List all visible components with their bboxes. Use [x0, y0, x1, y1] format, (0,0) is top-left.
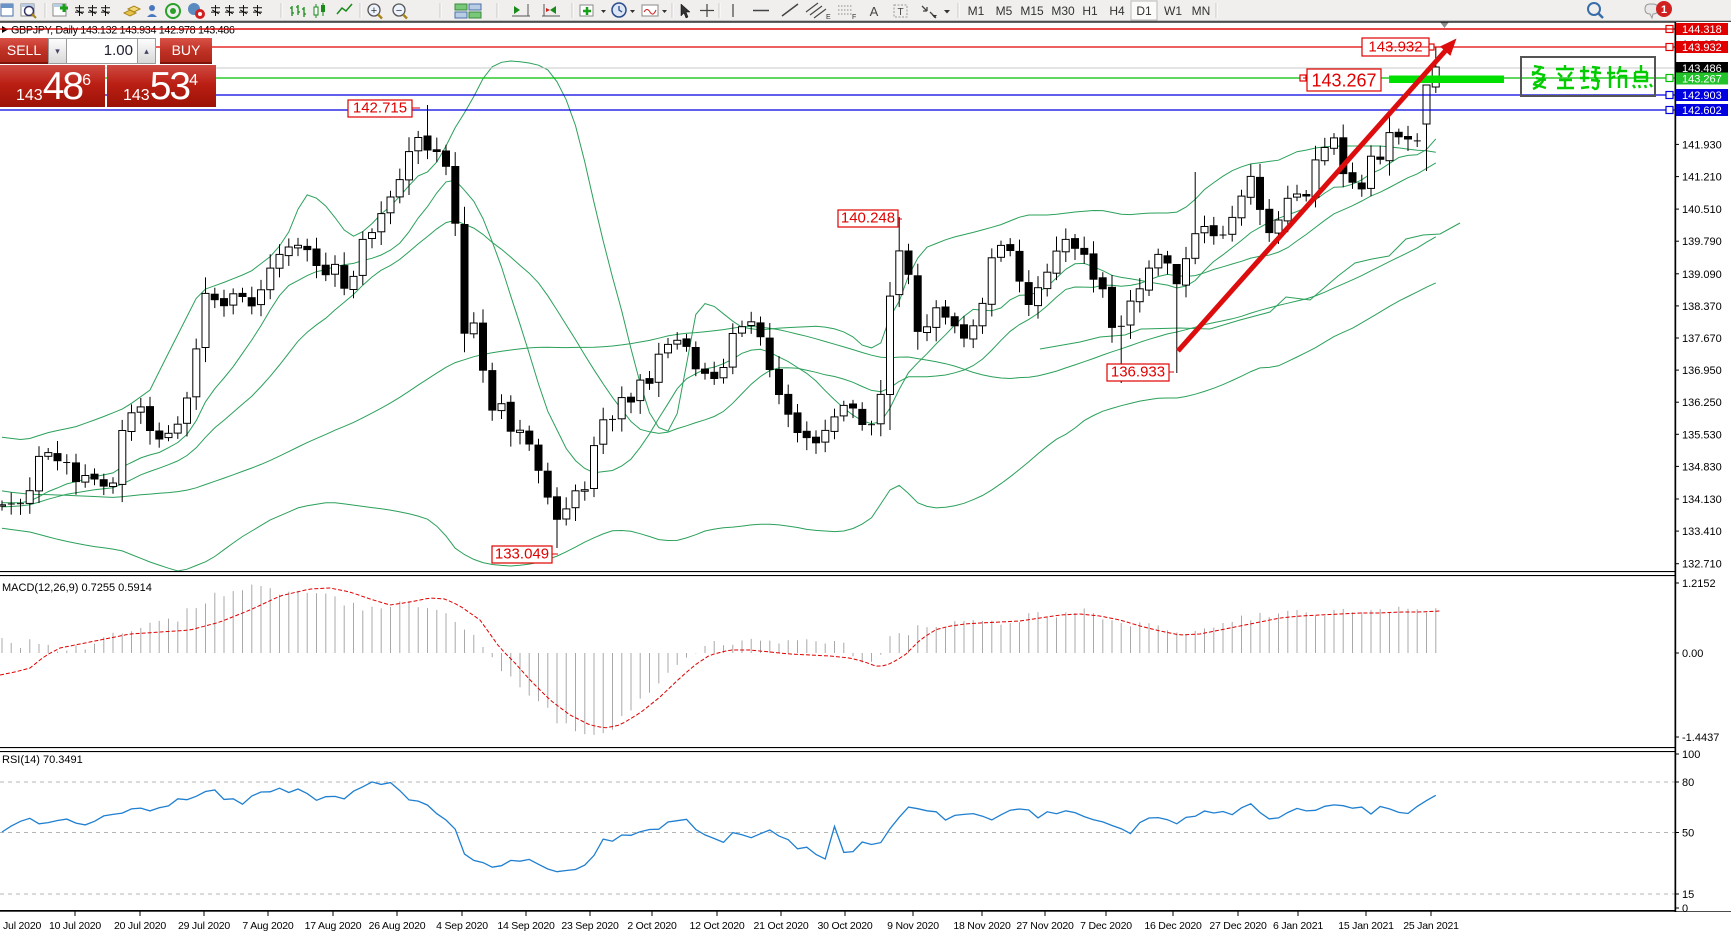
svg-text:7 Dec 2020: 7 Dec 2020: [1080, 920, 1132, 932]
svg-text:E: E: [826, 14, 831, 21]
svg-text:27 Nov 2020: 27 Nov 2020: [1016, 920, 1074, 932]
svg-text:135.530: 135.530: [1682, 429, 1722, 441]
svg-text:4 Sep 2020: 4 Sep 2020: [436, 920, 488, 932]
svg-text:142.903: 142.903: [1682, 90, 1722, 102]
svg-text:M15: M15: [1020, 4, 1044, 18]
svg-text:GBPJPY, Daily 143.132 143.934: GBPJPY, Daily 143.132 143.934 142.978 14…: [11, 25, 235, 37]
svg-text:W1: W1: [1164, 4, 1182, 18]
svg-text:15: 15: [1682, 889, 1694, 901]
svg-text:133.410: 133.410: [1682, 526, 1722, 538]
svg-text:+: +: [371, 5, 377, 17]
svg-text:12 Oct 2020: 12 Oct 2020: [689, 920, 744, 932]
svg-text:138.370: 138.370: [1682, 301, 1722, 313]
svg-text:-1.4437: -1.4437: [1682, 732, 1719, 744]
svg-text:142.715: 142.715: [353, 100, 407, 117]
svg-text:MACD(12,26,9) 0.7255 0.5914: MACD(12,26,9) 0.7255 0.5914: [2, 582, 152, 594]
svg-text:17 Aug 2020: 17 Aug 2020: [305, 920, 362, 932]
svg-text:A: A: [870, 4, 879, 19]
svg-text:142.602: 142.602: [1682, 105, 1722, 117]
svg-text:132.710: 132.710: [1682, 559, 1722, 571]
svg-text:6 Jan 2021: 6 Jan 2021: [1273, 920, 1323, 932]
svg-text:1.2152: 1.2152: [1682, 578, 1716, 590]
svg-text:15 Jan 2021: 15 Jan 2021: [1338, 920, 1394, 932]
svg-text:144.318: 144.318: [1682, 24, 1722, 36]
svg-text:141.930: 141.930: [1682, 139, 1722, 151]
svg-text:H1: H1: [1082, 4, 1098, 18]
svg-text:M30: M30: [1051, 4, 1075, 18]
svg-text:143.267: 143.267: [1311, 71, 1376, 91]
svg-text:21 Oct 2020: 21 Oct 2020: [753, 920, 808, 932]
svg-text:20 Jul 2020: 20 Jul 2020: [114, 920, 166, 932]
svg-text:139.090: 139.090: [1682, 269, 1722, 281]
svg-text:134.130: 134.130: [1682, 494, 1722, 506]
svg-text:14 Sep 2020: 14 Sep 2020: [497, 920, 555, 932]
svg-text:29 Jul 2020: 29 Jul 2020: [178, 920, 230, 932]
svg-text:143.267: 143.267: [1682, 74, 1722, 86]
svg-text:2 Oct 2020: 2 Oct 2020: [627, 920, 677, 932]
svg-text:140.248: 140.248: [841, 210, 895, 227]
svg-text:23 Sep 2020: 23 Sep 2020: [561, 920, 619, 932]
svg-text:137.670: 137.670: [1682, 333, 1722, 345]
svg-text:136.250: 136.250: [1682, 397, 1722, 409]
svg-text:1: 1: [1661, 4, 1667, 16]
svg-text:D1: D1: [1136, 4, 1152, 18]
svg-text:26 Aug 2020: 26 Aug 2020: [369, 920, 426, 932]
svg-text:25 Jan 2021: 25 Jan 2021: [1403, 920, 1459, 932]
svg-text:100: 100: [1682, 749, 1700, 761]
svg-text:134.830: 134.830: [1682, 461, 1722, 473]
svg-text:136.950: 136.950: [1682, 365, 1722, 377]
svg-text:139.790: 139.790: [1682, 236, 1722, 248]
svg-text:RSI(14) 70.3491: RSI(14) 70.3491: [2, 754, 83, 766]
svg-text:133.049: 133.049: [495, 546, 549, 563]
svg-text:143.932: 143.932: [1682, 42, 1722, 54]
svg-text:80: 80: [1682, 777, 1694, 789]
svg-text:140.510: 140.510: [1682, 204, 1722, 216]
svg-text:F: F: [852, 14, 856, 21]
svg-text:M5: M5: [996, 4, 1013, 18]
svg-text:Jul 2020: Jul 2020: [3, 920, 41, 932]
svg-text:141.210: 141.210: [1682, 172, 1722, 184]
svg-text:7 Aug 2020: 7 Aug 2020: [242, 920, 293, 932]
svg-text:9 Nov 2020: 9 Nov 2020: [887, 920, 939, 932]
svg-text:0.00: 0.00: [1682, 648, 1703, 660]
svg-text:−: −: [396, 5, 402, 17]
svg-text:30 Oct 2020: 30 Oct 2020: [817, 920, 872, 932]
svg-text:50: 50: [1682, 828, 1694, 840]
svg-text:H4: H4: [1109, 4, 1125, 18]
svg-text:143.486: 143.486: [1682, 63, 1722, 75]
svg-text:16 Dec 2020: 16 Dec 2020: [1144, 920, 1202, 932]
svg-text:18 Nov 2020: 18 Nov 2020: [953, 920, 1011, 932]
svg-text:MN: MN: [1192, 4, 1211, 18]
svg-text:27 Dec 2020: 27 Dec 2020: [1209, 920, 1267, 932]
svg-text:M1: M1: [968, 4, 985, 18]
svg-text:10 Jul 2020: 10 Jul 2020: [49, 920, 101, 932]
svg-text:0: 0: [1682, 903, 1688, 915]
svg-text:T: T: [897, 7, 903, 18]
svg-text:136.933: 136.933: [1111, 364, 1165, 381]
